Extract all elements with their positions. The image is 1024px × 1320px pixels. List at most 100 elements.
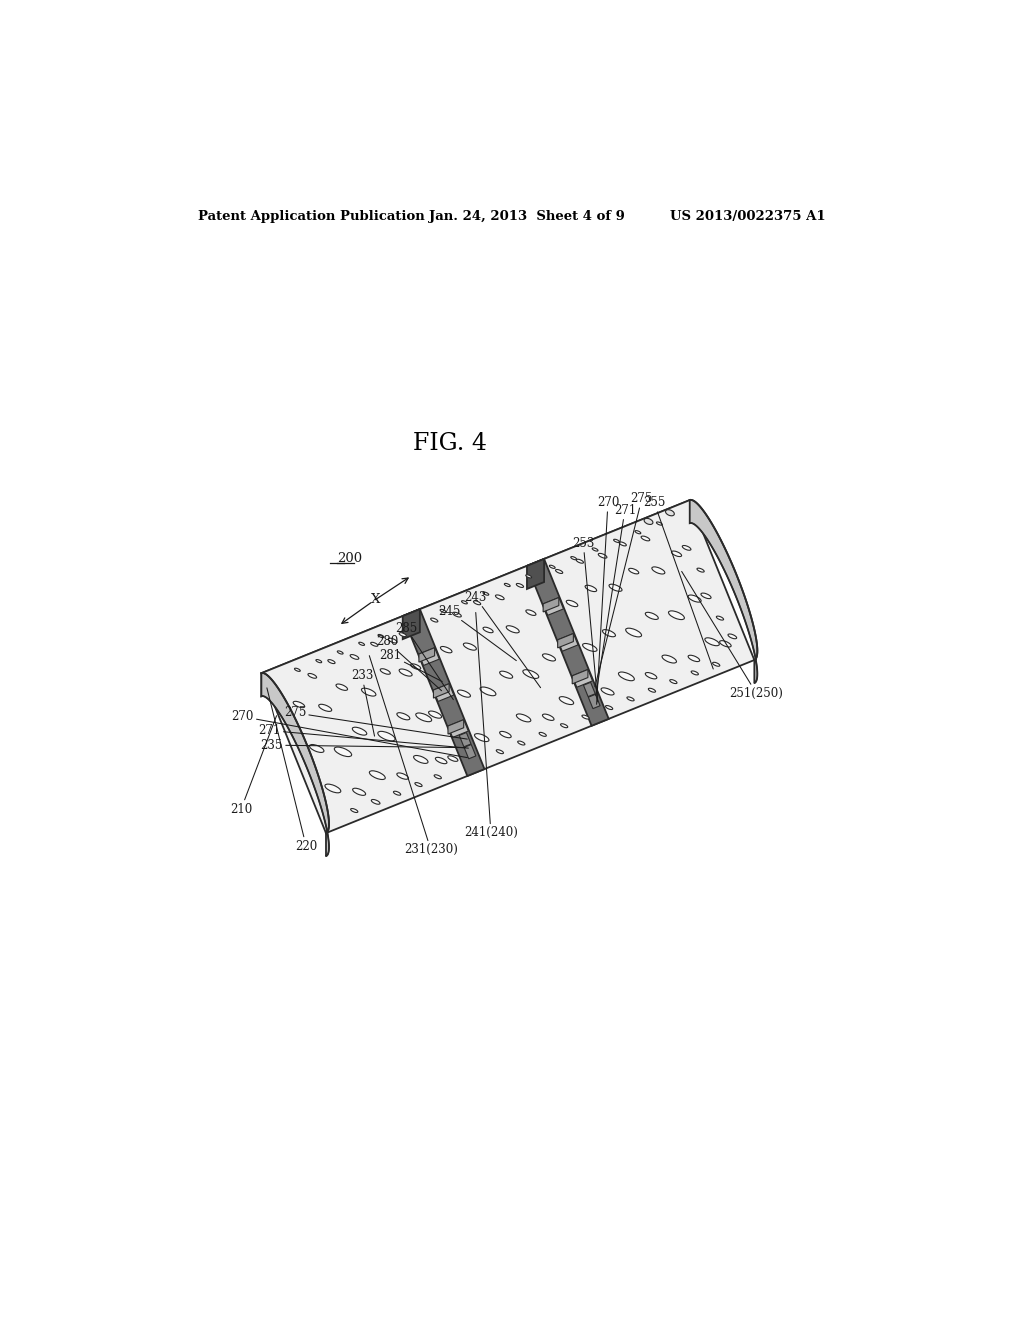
Ellipse shape <box>656 521 663 525</box>
Ellipse shape <box>697 568 705 572</box>
Ellipse shape <box>440 647 452 653</box>
Ellipse shape <box>626 628 642 636</box>
Ellipse shape <box>701 593 711 599</box>
Ellipse shape <box>361 688 376 696</box>
Ellipse shape <box>325 784 341 793</box>
Ellipse shape <box>577 560 584 564</box>
Text: 220: 220 <box>267 688 317 853</box>
Ellipse shape <box>388 638 397 643</box>
Ellipse shape <box>328 660 335 664</box>
Text: 210: 210 <box>230 715 276 816</box>
Ellipse shape <box>416 713 432 722</box>
Ellipse shape <box>627 697 634 701</box>
Ellipse shape <box>635 531 641 533</box>
Text: 245: 245 <box>437 605 516 660</box>
Polygon shape <box>527 558 608 726</box>
Ellipse shape <box>560 723 567 727</box>
Ellipse shape <box>592 548 598 550</box>
Ellipse shape <box>350 809 357 813</box>
Ellipse shape <box>566 601 578 607</box>
Ellipse shape <box>526 610 536 615</box>
Ellipse shape <box>672 550 682 557</box>
Ellipse shape <box>582 715 589 719</box>
Ellipse shape <box>605 706 612 710</box>
Ellipse shape <box>682 545 691 550</box>
Ellipse shape <box>474 734 489 742</box>
Text: 281: 281 <box>380 648 442 681</box>
Ellipse shape <box>352 788 366 796</box>
Ellipse shape <box>602 630 615 636</box>
Ellipse shape <box>644 519 653 524</box>
Ellipse shape <box>483 627 494 632</box>
Ellipse shape <box>728 634 736 639</box>
Ellipse shape <box>295 668 300 672</box>
Ellipse shape <box>497 750 504 754</box>
Ellipse shape <box>505 583 510 586</box>
Ellipse shape <box>555 569 563 573</box>
Ellipse shape <box>618 672 634 681</box>
Ellipse shape <box>336 684 347 690</box>
Ellipse shape <box>393 791 400 795</box>
Text: 275: 275 <box>284 706 467 739</box>
Ellipse shape <box>352 727 367 735</box>
Text: 270: 270 <box>231 710 467 758</box>
Ellipse shape <box>705 638 719 645</box>
Ellipse shape <box>440 610 445 612</box>
Text: 255: 255 <box>643 496 714 669</box>
Ellipse shape <box>666 510 675 516</box>
Ellipse shape <box>559 697 573 705</box>
Ellipse shape <box>399 632 407 636</box>
Ellipse shape <box>308 673 316 678</box>
Polygon shape <box>464 744 476 759</box>
Ellipse shape <box>609 585 622 591</box>
Ellipse shape <box>397 774 409 779</box>
Ellipse shape <box>613 540 620 543</box>
Ellipse shape <box>506 626 519 632</box>
Ellipse shape <box>648 688 655 692</box>
Ellipse shape <box>429 711 441 718</box>
Ellipse shape <box>652 566 665 574</box>
Ellipse shape <box>663 655 677 663</box>
Polygon shape <box>261 673 329 857</box>
Text: 243: 243 <box>464 591 541 688</box>
Text: 285: 285 <box>394 622 454 700</box>
Text: 233: 233 <box>351 669 375 737</box>
Polygon shape <box>261 500 755 833</box>
Ellipse shape <box>480 686 496 696</box>
Polygon shape <box>690 500 758 684</box>
Text: 235: 235 <box>261 739 466 751</box>
Ellipse shape <box>500 671 513 678</box>
Ellipse shape <box>380 669 390 675</box>
Ellipse shape <box>370 771 385 780</box>
Ellipse shape <box>447 756 458 762</box>
Ellipse shape <box>691 671 698 675</box>
Text: 271: 271 <box>596 504 636 696</box>
Ellipse shape <box>431 618 438 622</box>
Ellipse shape <box>500 731 511 738</box>
Polygon shape <box>572 669 588 684</box>
Ellipse shape <box>435 758 446 764</box>
Ellipse shape <box>539 733 547 737</box>
Text: FIG. 4: FIG. 4 <box>413 432 487 455</box>
Ellipse shape <box>453 612 461 616</box>
Ellipse shape <box>516 714 530 722</box>
Ellipse shape <box>645 612 658 619</box>
Ellipse shape <box>585 585 597 591</box>
Text: 241(240): 241(240) <box>464 612 518 840</box>
Ellipse shape <box>645 673 656 678</box>
Ellipse shape <box>337 651 343 655</box>
Ellipse shape <box>620 543 627 546</box>
Ellipse shape <box>523 669 539 678</box>
Ellipse shape <box>549 565 555 569</box>
Ellipse shape <box>688 655 699 661</box>
Polygon shape <box>261 500 690 696</box>
Ellipse shape <box>570 557 577 560</box>
Ellipse shape <box>316 660 322 663</box>
Text: 271: 271 <box>258 723 468 748</box>
Ellipse shape <box>309 744 324 752</box>
Text: 275: 275 <box>595 492 653 686</box>
Polygon shape <box>433 684 454 701</box>
Ellipse shape <box>516 583 523 587</box>
Ellipse shape <box>583 643 597 651</box>
Polygon shape <box>589 694 600 709</box>
